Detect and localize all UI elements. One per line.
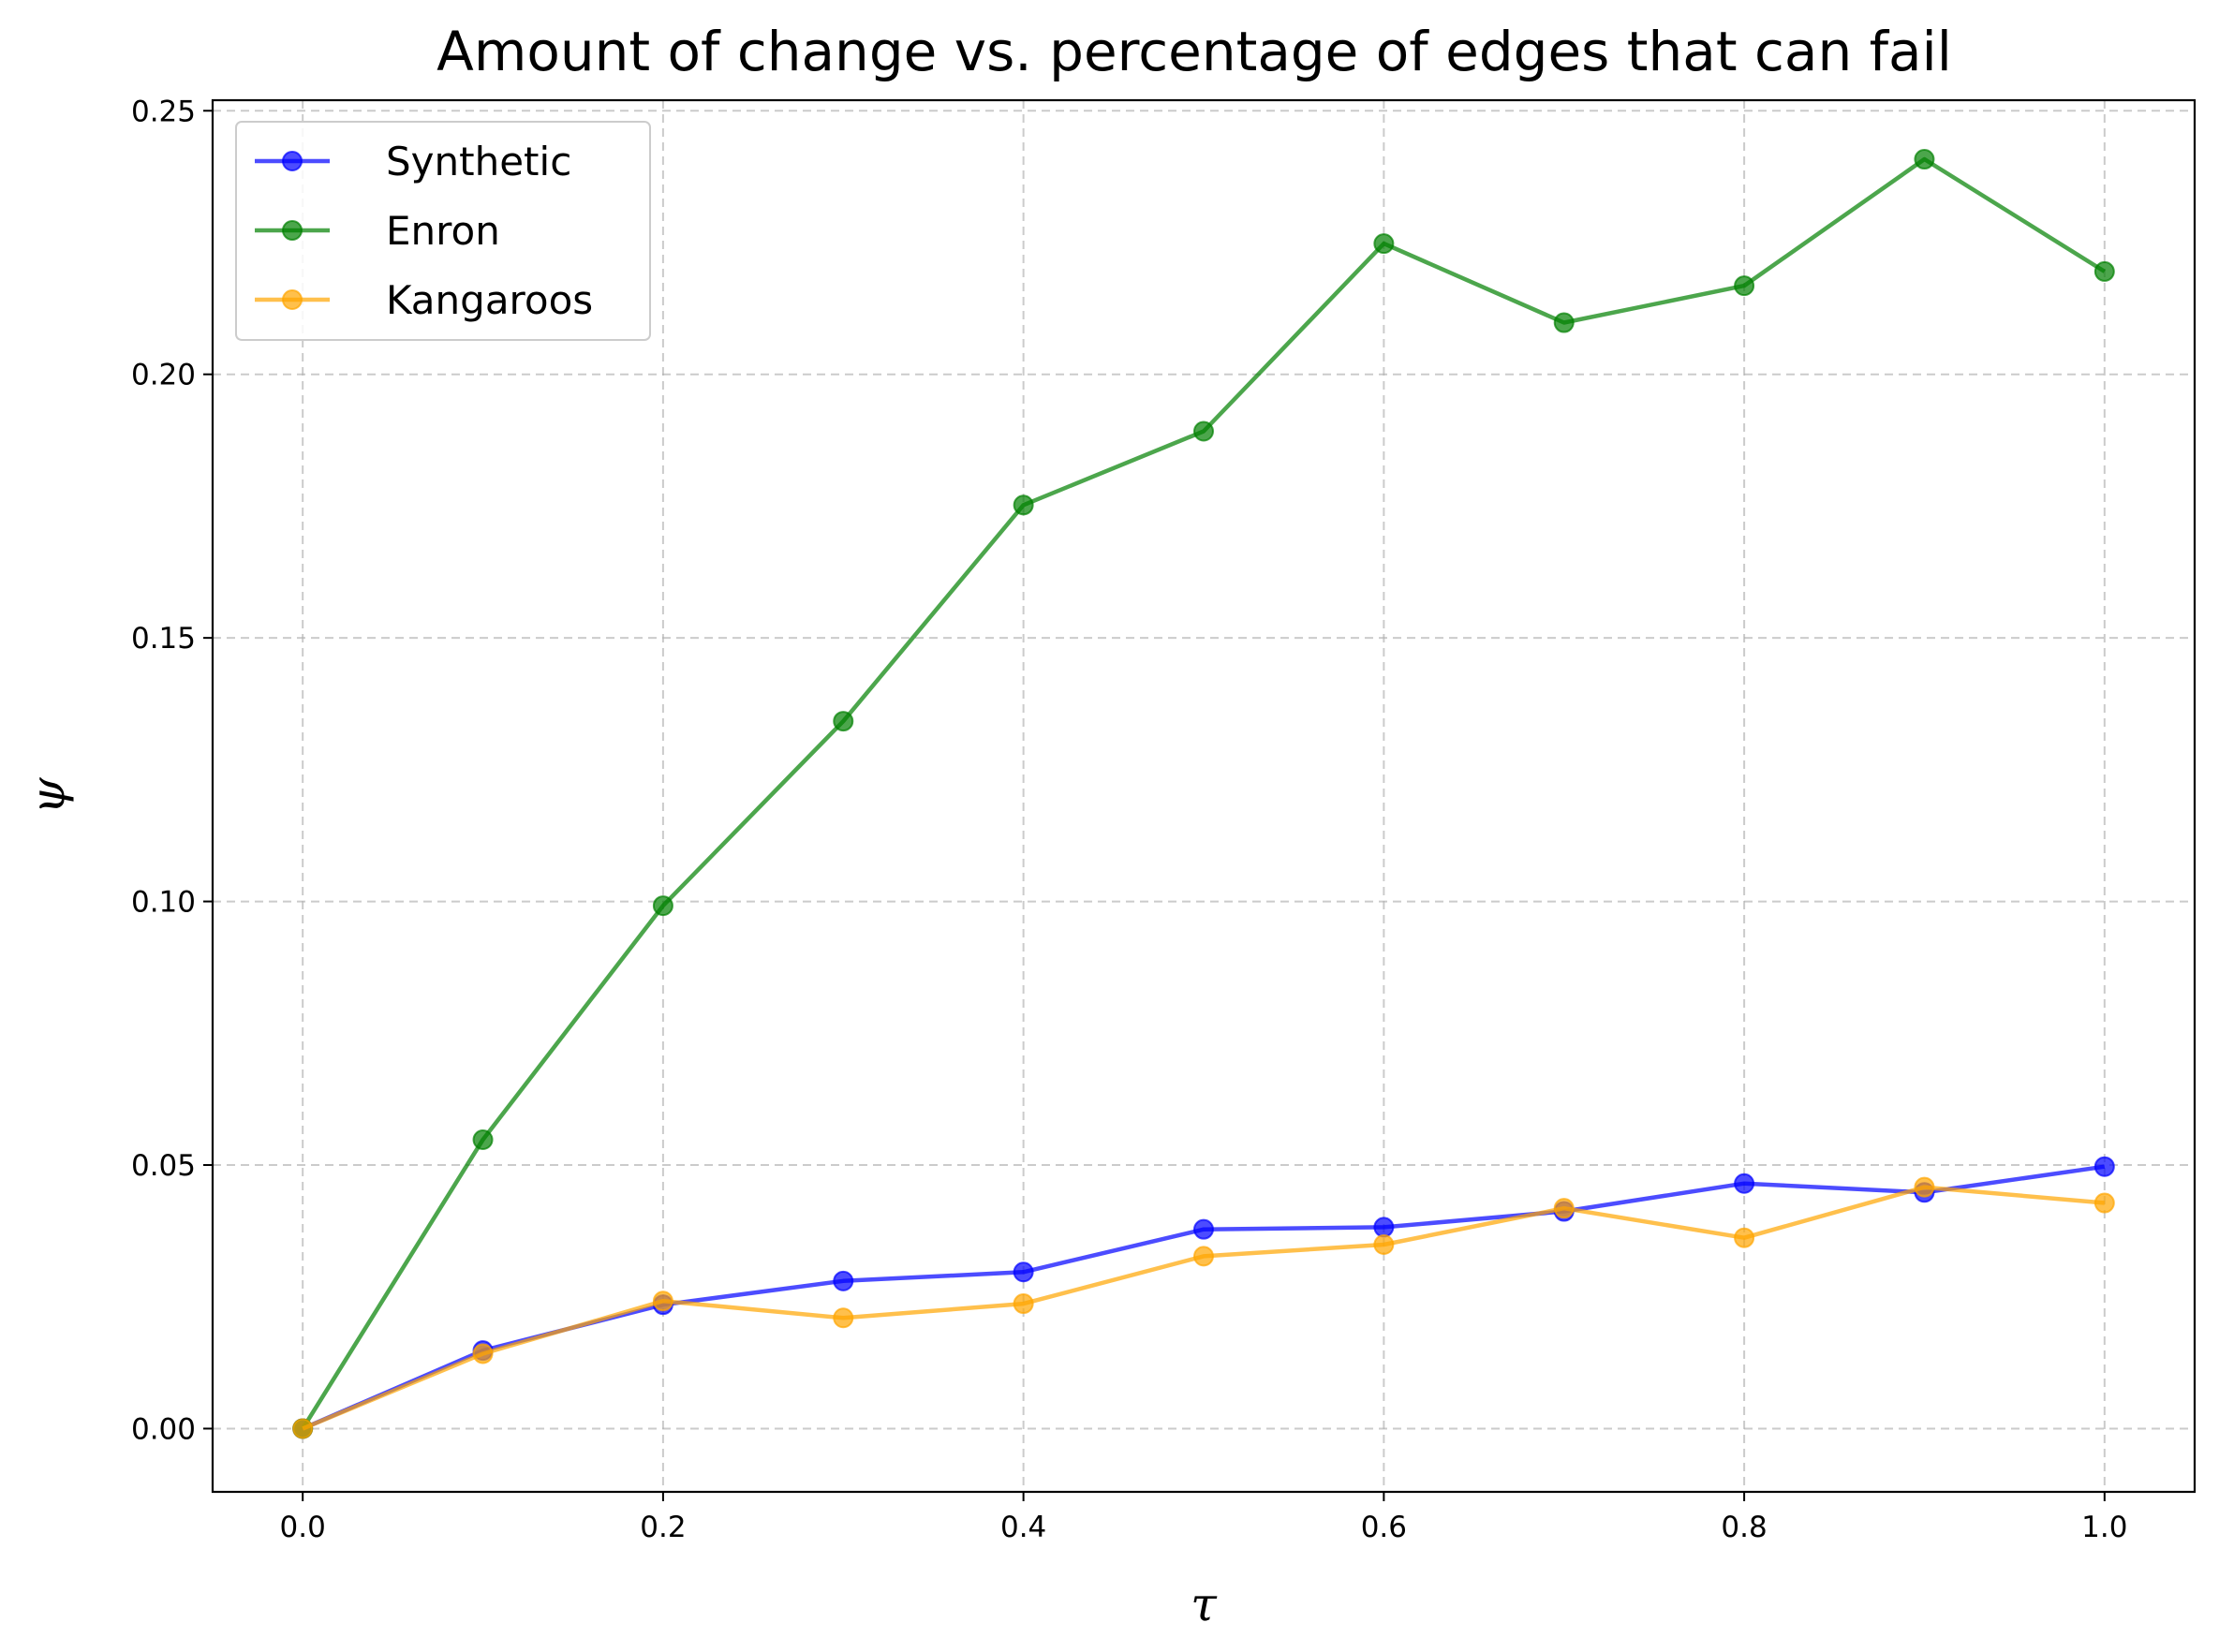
x-tick-label: 0.4 [1000,1511,1046,1544]
legend-marker [282,151,303,171]
data-point-enron [1734,275,1755,297]
legend-item-kangaroos: Kangaroos [255,277,593,323]
data-point-enron [1193,420,1214,442]
series-layer [292,149,2115,1439]
y-tick-label: 0.00 [131,1412,196,1446]
series-kangaroos [292,1176,2115,1439]
data-point-enron [1914,149,1935,170]
data-point-synthetic [1193,1218,1214,1240]
data-point-kangaroos [1013,1293,1034,1315]
chart-title: Amount of change vs. percentage of edges… [436,20,1952,83]
x-tick-label: 0.0 [280,1511,326,1544]
data-point-synthetic [1734,1173,1755,1194]
data-point-kangaroos [1553,1198,1575,1219]
data-point-kangaroos [1734,1227,1755,1248]
series-synthetic [292,1156,2115,1439]
plot-frame [211,98,2197,1494]
data-point-enron [652,895,673,917]
x-tick-label: 1.0 [2081,1511,2127,1544]
data-point-enron [1373,233,1395,255]
y-tick-label: 0.05 [131,1149,196,1183]
data-point-enron [1013,494,1034,516]
x-tick-label: 0.6 [1361,1511,1407,1544]
legend-label: Kangaroos [386,277,593,323]
legend-marker [282,289,303,310]
y-tick-label: 0.20 [131,359,196,392]
legend-label: Enron [386,208,500,254]
legend-item-synthetic: Synthetic [255,139,571,184]
legend-label: Synthetic [386,139,571,184]
legend: Synthetic Enron Kangaroos [235,121,651,341]
data-point-kangaroos [833,1307,854,1329]
data-point-synthetic [1013,1261,1034,1283]
legend-item-enron: Enron [255,208,500,254]
data-point-kangaroos [472,1343,494,1364]
y-axis-label: ψ [21,777,75,815]
data-point-kangaroos [1914,1176,1935,1198]
legend-box [235,121,651,341]
data-point-synthetic [2093,1156,2115,1177]
data-point-enron [2093,260,2115,282]
data-point-kangaroos [652,1291,673,1312]
grid [213,100,2195,1492]
data-point-kangaroos [1373,1234,1395,1256]
data-point-kangaroos [292,1418,314,1439]
data-point-kangaroos [2093,1192,2115,1214]
data-point-kangaroos [1193,1246,1214,1267]
x-tick-label: 0.2 [640,1511,686,1544]
x-axis-label: τ [1191,1577,1218,1631]
data-point-enron [833,711,854,732]
x-tick-label: 0.8 [1721,1511,1767,1544]
series-enron [292,149,2115,1439]
data-point-enron [472,1128,494,1150]
y-tick-label: 0.10 [131,886,196,920]
data-point-enron [1553,312,1575,333]
axis-ticks: 0.0 0.2 0.4 0.6 0.8 1.0 0.00 0.05 0.10 0.15 0.20 0.… [131,95,2128,1544]
y-tick-label: 0.15 [131,622,196,656]
y-tick-label: 0.25 [131,95,196,128]
data-point-synthetic [833,1270,854,1291]
data-point-synthetic [1373,1217,1395,1238]
series-line-synthetic [302,1164,2106,1431]
legend-marker [282,220,303,241]
